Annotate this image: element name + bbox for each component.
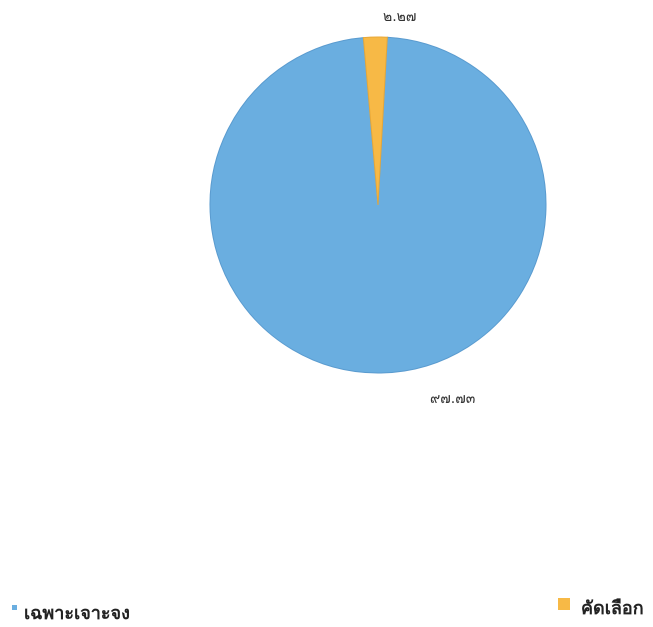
data-label-specific: ๙๗.๗๓ bbox=[430, 391, 475, 407]
legend-item-selection: คัดเลือก bbox=[558, 593, 644, 622]
legend-swatch-selection bbox=[558, 597, 570, 610]
data-label-selection: ๒.๒๗ bbox=[383, 9, 416, 25]
legend-label-selection: คัดเลือก bbox=[581, 598, 644, 619]
slice-selection bbox=[362, 36, 388, 206]
legend-item-specific: เฉพาะเจาะจง bbox=[12, 598, 130, 627]
legend-label-specific: เฉพาะเจาะจง bbox=[24, 603, 130, 624]
legend-swatch-specific bbox=[12, 605, 17, 610]
slice-specific bbox=[209, 36, 547, 374]
